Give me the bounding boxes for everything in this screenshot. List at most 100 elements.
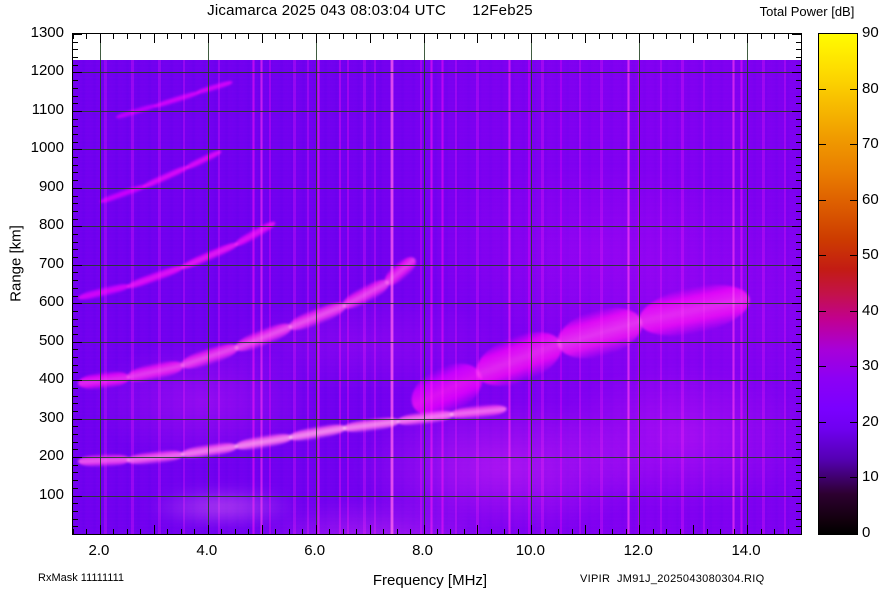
rfi-stripe-faint — [158, 60, 161, 534]
y-tick-minor-right — [796, 95, 801, 97]
y-tick-minor-right — [796, 410, 801, 412]
x-tick-minor-top — [760, 34, 762, 39]
y-tick-minor — [73, 218, 78, 220]
x-tick-minor — [504, 529, 506, 534]
y-tick-minor-right — [796, 426, 801, 428]
y-tick-label: 400 — [38, 370, 64, 388]
x-tick-minor-top — [126, 34, 128, 39]
y-tick-minor-right — [796, 118, 801, 120]
grid-line-horizontal — [73, 264, 801, 266]
y-tick-minor — [73, 487, 78, 489]
y-tick-minor-right — [796, 57, 801, 59]
y-tick-minor — [73, 49, 78, 51]
x-tick-minor-top — [463, 34, 465, 39]
colorbar-title: Total Power [dB] — [759, 4, 855, 19]
x-tick-minor-top — [625, 34, 627, 39]
x-tick-label: 6.0 — [304, 542, 326, 559]
y-tick-major-right — [792, 110, 801, 112]
y-tick-major — [73, 341, 82, 343]
y-tick-minor — [73, 234, 78, 235]
x-tick-minor — [652, 529, 654, 534]
x-tick-major-top — [423, 34, 425, 43]
y-tick-minor-right — [796, 503, 801, 505]
file-info-label: VIPIR JM91J_2025043080304.RIQ — [580, 573, 765, 585]
colorbar-tick — [850, 421, 858, 423]
y-tick-minor — [73, 41, 78, 43]
x-tick-major — [801, 525, 802, 534]
y-tick-minor — [73, 372, 78, 374]
rfi-stripe-faint — [306, 60, 310, 534]
y-tick-minor — [73, 95, 78, 97]
x-tick-major-top — [153, 34, 155, 43]
y-tick-minor-right — [796, 249, 801, 251]
x-tick-major — [207, 525, 209, 534]
grid-line-horizontal — [73, 341, 801, 343]
x-tick-minor — [666, 529, 668, 534]
colorbar-tick — [818, 310, 826, 312]
x-tick-major — [423, 525, 425, 534]
y-tick-minor-right — [796, 318, 801, 320]
y-tick-major — [73, 72, 82, 74]
grid-line-vertical — [315, 34, 317, 534]
colorbar-tick-label: 50 — [862, 246, 879, 264]
x-tick-label: 14.0 — [731, 542, 761, 559]
x-tick-minor — [517, 529, 519, 534]
y-tick-minor — [73, 272, 78, 274]
x-tick-label: 2.0 — [88, 542, 110, 559]
colorbar-tick — [818, 88, 826, 90]
y-tick-major-right — [792, 34, 801, 35]
grid-line-vertical — [639, 34, 641, 534]
colorbar-tick-label: 90 — [862, 24, 879, 41]
colorbar-tick — [818, 366, 826, 368]
rfi-stripe — [527, 60, 530, 534]
y-tick-major — [73, 187, 82, 189]
y-tick-minor — [73, 526, 78, 528]
y-tick-label: 100 — [38, 485, 64, 503]
y-tick-minor — [73, 157, 78, 159]
colorbar-tick — [818, 477, 826, 479]
x-tick-major-top — [261, 34, 263, 43]
y-tick-minor-right — [796, 364, 801, 366]
rfi-stripe-faint — [783, 60, 787, 534]
plot-inner — [73, 34, 801, 534]
blob-e-bright — [148, 486, 298, 527]
y-tick-minor-right — [796, 64, 801, 66]
x-tick-major — [639, 525, 641, 534]
grid-line-horizontal — [73, 110, 801, 112]
y-tick-minor-right — [796, 310, 801, 312]
rfi-stripe-faint — [454, 60, 458, 534]
rfi-stripe-faint — [541, 60, 544, 534]
colorbar[interactable] — [818, 33, 858, 535]
ionogram-plot[interactable] — [72, 33, 802, 535]
grid-line-horizontal — [73, 187, 801, 189]
colorbar-tick — [850, 144, 858, 146]
grid-line-vertical — [207, 34, 209, 534]
y-tick-minor — [73, 310, 78, 312]
x-tick-minor-top — [234, 34, 236, 39]
y-tick-minor-right — [796, 357, 801, 359]
x-tick-minor-top — [774, 34, 776, 39]
x-tick-major — [531, 525, 533, 534]
x-tick-major-top — [531, 34, 533, 43]
grid-line-horizontal — [73, 495, 801, 497]
y-tick-minor — [73, 141, 78, 143]
y-tick-minor-right — [796, 134, 801, 135]
x-tick-minor — [73, 529, 74, 534]
y-tick-minor-right — [796, 203, 801, 205]
x-tick-minor — [612, 529, 614, 534]
colorbar-tick — [818, 255, 826, 257]
y-tick-major — [73, 534, 82, 535]
y-tick-minor — [73, 280, 78, 282]
y-tick-minor — [73, 287, 78, 289]
y-tick-minor-right — [796, 141, 801, 143]
grid-line-horizontal — [73, 303, 801, 305]
rfi-stripe — [338, 60, 342, 534]
y-tick-label: 300 — [38, 408, 64, 426]
colorbar-tick-label: 20 — [862, 412, 879, 430]
rfi-stripe-faint — [131, 60, 134, 534]
x-tick-minor — [450, 529, 452, 534]
y-tick-minor — [73, 64, 78, 66]
y-tick-minor-right — [796, 434, 801, 435]
x-tick-minor — [126, 529, 128, 534]
x-tick-minor — [383, 529, 385, 534]
